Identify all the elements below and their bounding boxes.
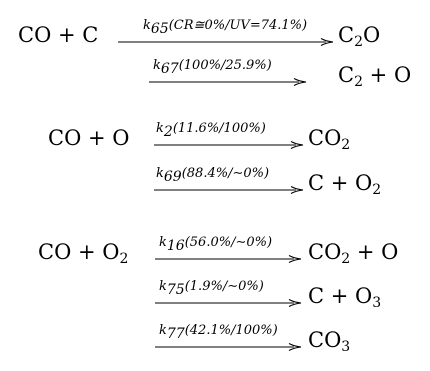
rate-label: k69(88.4%/∼0%) (156, 166, 270, 185)
reaction-line: CO + O k2(11.6%/100%) CO2 (0, 118, 430, 158)
reactants: CO + O (48, 126, 130, 150)
reaction-line: k69(88.4%/∼0%) C + O2 (0, 163, 430, 203)
rate-label: k16(56.0%/∼0%) (159, 235, 273, 254)
rate-label: k67(100%/25.9%) (153, 58, 272, 77)
reaction-arrow-icon (149, 78, 307, 86)
products: CO2 (308, 126, 351, 153)
reaction-arrow-icon (154, 186, 304, 194)
rate-label: k2(11.6%/100%) (156, 121, 266, 140)
products: CO2 + O (308, 240, 399, 267)
reaction-line: CO + O2 k16(56.0%/∼0%) CO2 + O (0, 232, 430, 272)
reaction-line: k67(100%/25.9%) C2 + O (0, 55, 430, 95)
reactants: CO + O2 (38, 240, 129, 267)
reaction-arrow-icon (155, 343, 302, 351)
reaction-arrow-icon (155, 299, 302, 307)
reaction-line: k77(42.1%/100%) CO3 (0, 320, 430, 360)
rate-label: k75(1.9%/∼0%) (159, 279, 264, 298)
products: C2 + O (338, 63, 412, 90)
reactants: CO + C (18, 23, 99, 47)
products: C + O2 (308, 171, 382, 198)
rate-label: k65(CR≅0%/UV=74.1%) (143, 18, 308, 37)
rate-label: k77(42.1%/100%) (159, 323, 278, 342)
reaction-arrow-icon (118, 38, 334, 46)
reaction-line: CO + C k65(CR≅0%/UV=74.1%) C2O (0, 15, 430, 55)
products: C2O (338, 23, 381, 50)
reaction-arrow-icon (154, 141, 304, 149)
reaction-arrow-icon (155, 255, 302, 263)
reaction-line: k75(1.9%/∼0%) C + O3 (0, 276, 430, 316)
products: CO3 (308, 328, 351, 355)
products: C + O3 (308, 284, 382, 311)
